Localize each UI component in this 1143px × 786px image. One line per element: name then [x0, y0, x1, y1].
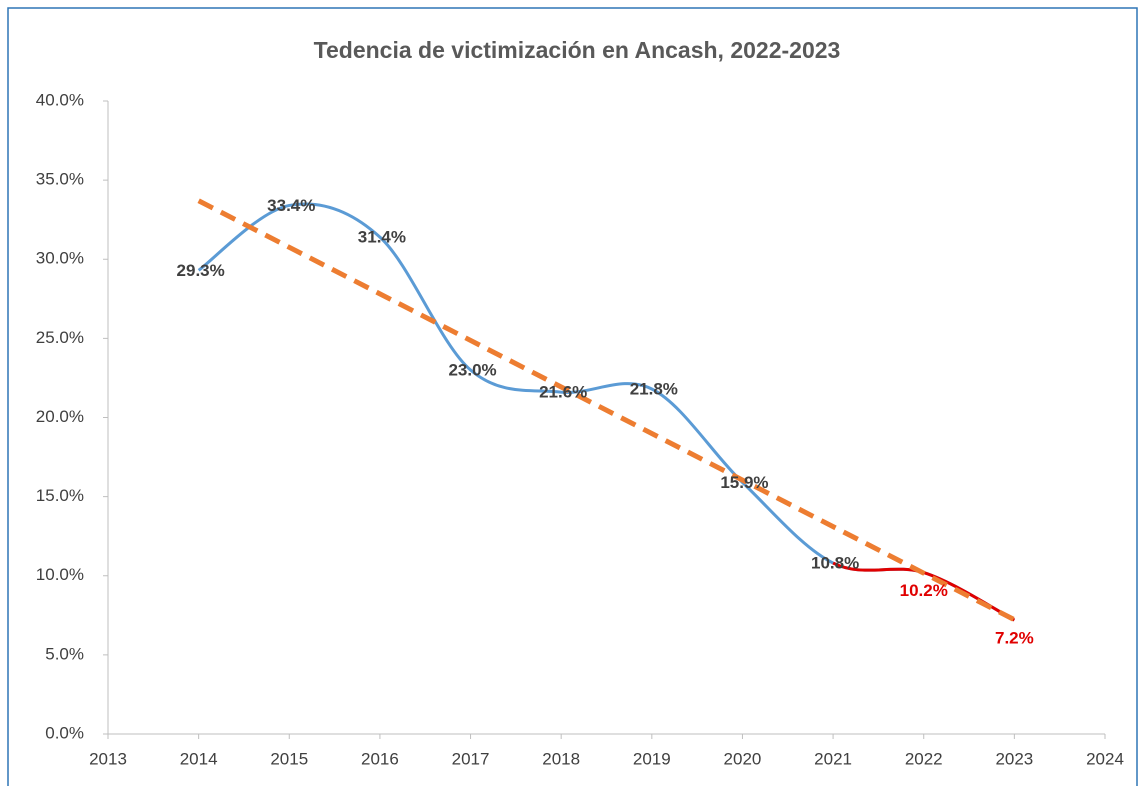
data-label: 23.0% [448, 361, 496, 380]
data-label: 33.4% [267, 196, 315, 215]
x-tick-label: 2015 [270, 749, 308, 768]
chart-frame [7, 7, 1138, 786]
data-label: 21.6% [539, 383, 587, 402]
data-label: 21.8% [630, 379, 678, 398]
y-tick-label: 15.0% [36, 486, 84, 505]
x-tick-label: 2021 [814, 749, 852, 768]
data-label: 31.4% [358, 228, 406, 247]
x-tick-label: 2018 [542, 749, 580, 768]
y-tick-label: 10.0% [36, 565, 84, 584]
x-tick-label: 2017 [452, 749, 490, 768]
data-label: 15.9% [720, 473, 768, 492]
y-tick-label: 40.0% [36, 90, 84, 109]
y-tick-label: 30.0% [36, 249, 84, 268]
y-tick-label: 0.0% [45, 723, 84, 742]
data-label: 7.2% [995, 629, 1034, 648]
x-tick-label: 2013 [89, 749, 127, 768]
x-tick-label: 2020 [724, 749, 762, 768]
data-label: 10.2% [900, 581, 948, 600]
y-tick-label: 25.0% [36, 328, 84, 347]
data-label: 10.8% [811, 554, 859, 573]
x-tick-label: 2019 [633, 749, 671, 768]
x-tick-label: 2022 [905, 749, 943, 768]
x-tick-label: 2014 [180, 749, 218, 768]
trendline [197, 198, 1016, 622]
x-tick-label: 2023 [995, 749, 1033, 768]
y-tick-label: 20.0% [36, 407, 84, 426]
x-tick-label: 2016 [361, 749, 399, 768]
data-label: 29.3% [177, 261, 225, 280]
y-tick-label: 5.0% [45, 644, 84, 663]
y-tick-label: 35.0% [36, 170, 84, 189]
x-tick-label: 2024 [1086, 749, 1124, 768]
chart-title: Tedencia de victimización en Ancash, 202… [314, 37, 841, 63]
